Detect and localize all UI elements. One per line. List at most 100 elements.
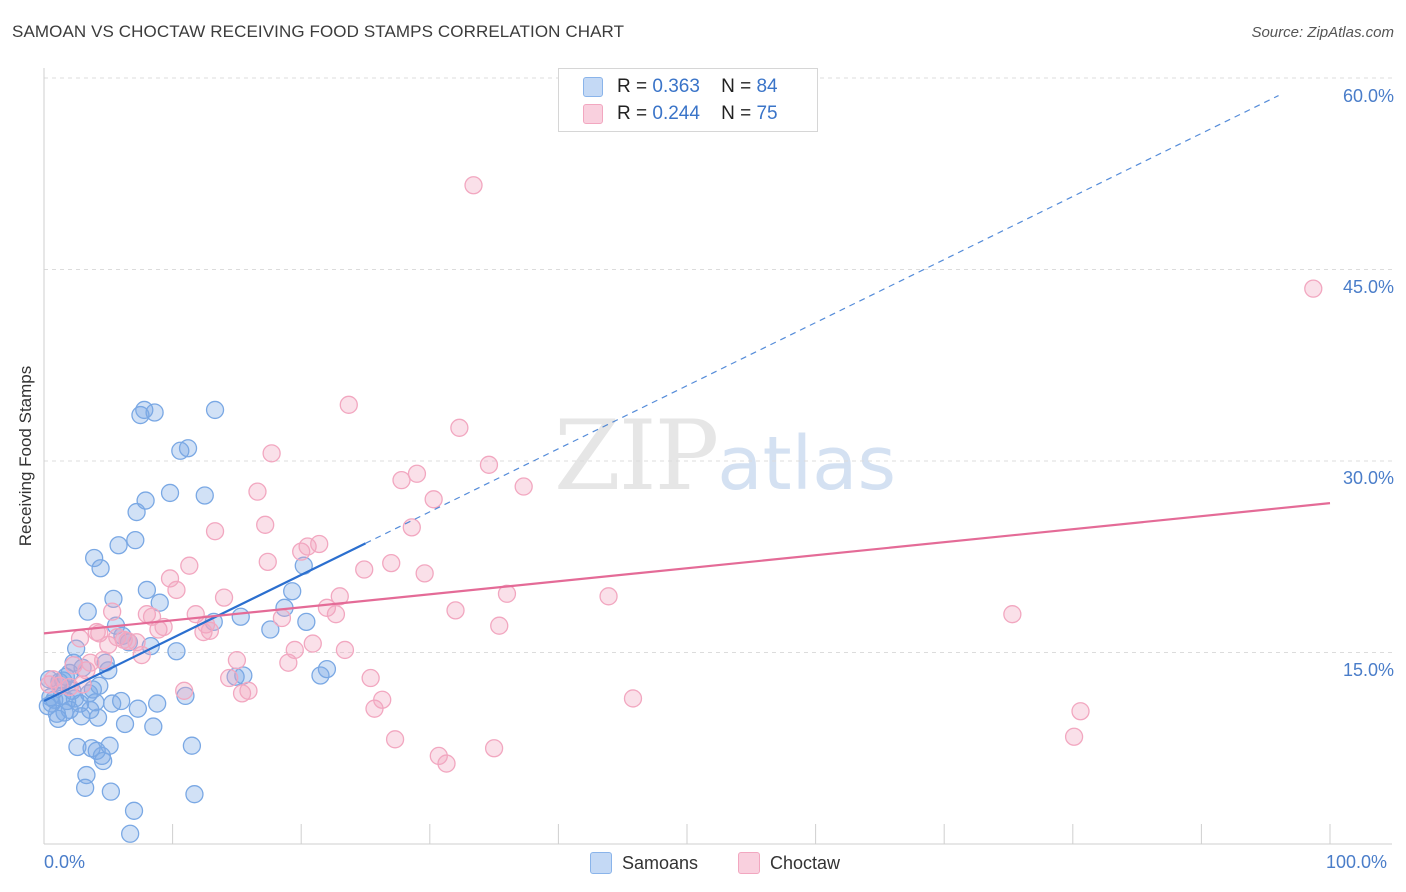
choctaw-point-61 <box>407 464 427 483</box>
choctaw-trend-line <box>43 502 1331 635</box>
legend-n-label-samoans: N = <box>721 76 752 97</box>
samoans-point-22 <box>77 765 96 785</box>
choctaw-point-46 <box>303 634 322 653</box>
legend-r-value-samoans: 0.363 <box>652 76 700 97</box>
samoans-point-52 <box>128 699 148 718</box>
choctaw-point-38 <box>256 515 275 534</box>
samoans-point-79 <box>297 612 316 632</box>
samoans-point-50 <box>126 531 145 550</box>
y-tick-label-60: 60.0% <box>1342 86 1394 106</box>
samoans-point-35 <box>94 751 113 771</box>
choctaw-point-78 <box>1071 702 1090 721</box>
choctaw-point-40 <box>262 444 281 463</box>
bottom-legend-label-choctaw: Choctaw <box>770 852 841 873</box>
choctaw-point-60 <box>402 518 421 537</box>
choctaw-point-41 <box>272 608 292 628</box>
watermark-zip: ZIP <box>554 400 719 512</box>
choctaw-point-52 <box>339 395 358 414</box>
samoans-point-43 <box>109 536 128 555</box>
samoans-point-55 <box>136 491 155 510</box>
bottom-legend-swatch-samoans <box>590 852 612 874</box>
choctaw-point-59 <box>392 470 411 490</box>
choctaw-point-65 <box>437 754 456 773</box>
samoans-point-69 <box>195 486 214 505</box>
source-label: Source: ZipAtlas.com <box>1251 24 1394 41</box>
choctaw-point-31 <box>205 522 225 541</box>
bottom-legend-label-samoans: Samoans <box>622 852 699 873</box>
legend-r-label-choctaw: R = <box>617 103 648 124</box>
samoans-point-17 <box>68 737 87 757</box>
samoans-point-33 <box>91 559 110 578</box>
samoans-point-15 <box>65 689 85 708</box>
y-tick-label-45: 45.0% <box>1342 277 1394 297</box>
choctaw-point-50 <box>330 587 349 606</box>
legend-swatch-samoans <box>583 77 603 97</box>
choctaw-point-64 <box>429 746 448 766</box>
samoans-point-23 <box>78 602 97 621</box>
choctaw-point-47 <box>310 534 329 554</box>
samoans-point-82 <box>39 670 59 689</box>
legend-n-label-choctaw: N = <box>721 103 752 124</box>
choctaw-point-57 <box>382 553 401 573</box>
samoans-point-32 <box>90 676 109 695</box>
choctaw-point-70 <box>484 739 504 758</box>
y-axis-label: Receiving Food Stamps <box>16 365 35 547</box>
choctaw-point-76 <box>1003 605 1022 624</box>
choctaw-point-45 <box>298 537 317 556</box>
choctaw-point-13 <box>103 602 122 621</box>
choctaw-point-32 <box>214 588 234 607</box>
samoans-point-39 <box>101 782 121 801</box>
samoans-point-62 <box>160 483 180 503</box>
samoans-point-46 <box>115 714 135 734</box>
samoans-point-77 <box>283 582 302 601</box>
choctaw-point-75 <box>623 689 643 708</box>
choctaw-point-30 <box>200 621 220 640</box>
choctaw-point-54 <box>361 668 380 688</box>
choctaw-point-51 <box>335 640 355 660</box>
choctaw-point-79 <box>1304 279 1323 298</box>
choctaw-point-72 <box>497 584 517 603</box>
samoans-point-60 <box>148 694 167 713</box>
samoans-point-38 <box>100 736 119 755</box>
samoans-point-63 <box>167 642 186 661</box>
samoans-point-81 <box>317 659 337 679</box>
samoans-point-71 <box>205 400 225 420</box>
choctaw-point-33 <box>220 668 239 688</box>
choctaw-point-69 <box>479 455 499 474</box>
bottom-legend-samoans: Samoans <box>590 852 698 874</box>
y-tick-label-15: 15.0% <box>1342 660 1394 680</box>
y-tick-label-30: 30.0% <box>1342 468 1394 488</box>
samoans-point-83 <box>55 703 74 722</box>
bottom-legend-swatch-choctaw <box>738 852 760 874</box>
legend-r-value-choctaw: 0.244 <box>652 103 700 124</box>
choctaw-point-67 <box>450 418 469 437</box>
legend-swatch-choctaw <box>583 104 603 124</box>
choctaw-point-49 <box>326 605 346 624</box>
choctaw-point-56 <box>373 690 392 709</box>
choctaw-point-24 <box>167 580 186 600</box>
choctaw-point-11 <box>94 651 113 670</box>
samoans-point-67 <box>182 736 202 755</box>
zipatlas-watermark: ZIPatlas <box>554 400 896 512</box>
choctaw-point-23 <box>160 569 180 588</box>
choctaw-point-62 <box>415 564 434 583</box>
samoans-point-49 <box>124 801 144 820</box>
samoans-point-44 <box>112 691 131 711</box>
legend-r-label-samoans: R = <box>617 76 648 97</box>
samoans-point-28 <box>85 548 104 568</box>
legend-n-value-samoans: 84 <box>756 76 778 97</box>
choctaw-point-25 <box>175 681 194 700</box>
samoans-point-66 <box>178 439 198 458</box>
samoans-point-31 <box>88 708 108 727</box>
choctaw-point-63 <box>424 490 443 509</box>
x-tick-label-100: 100.0% <box>1326 852 1388 872</box>
samoans-point-29 <box>86 693 105 712</box>
samoans-point-75 <box>261 620 280 639</box>
choctaw-point-73 <box>514 477 533 496</box>
choctaw-point-66 <box>446 601 465 620</box>
correlation-legend: R = 0.363 N = 84 R = 0.244 N = 75 <box>558 68 818 132</box>
samoans-point-73 <box>231 607 250 626</box>
samoans-point-61 <box>150 593 169 612</box>
choctaw-point-43 <box>285 640 304 660</box>
